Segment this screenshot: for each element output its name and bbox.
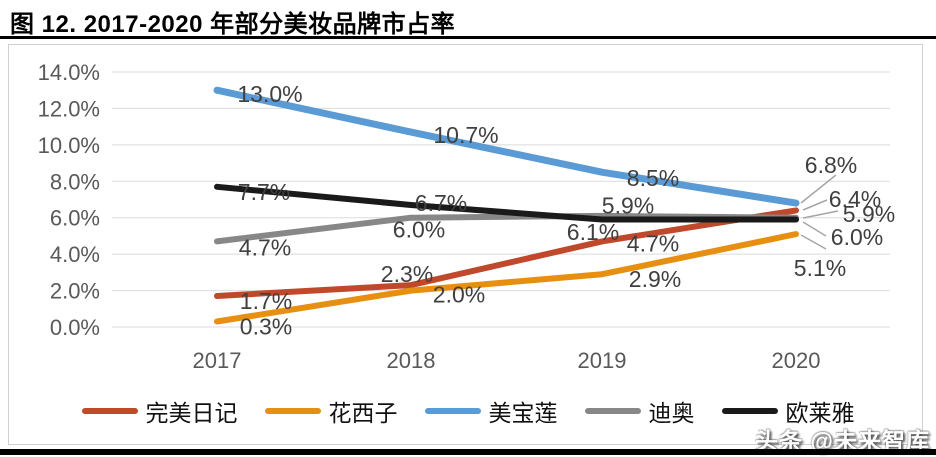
data-label: 6.8% — [805, 152, 857, 178]
data-label: 5.9% — [602, 193, 654, 219]
y-tick-label: 10.0% — [38, 133, 100, 158]
x-axis-label: 2018 — [387, 348, 436, 373]
data-label: 6.4% — [829, 186, 881, 212]
legend-item-2: 花西子 — [264, 394, 398, 428]
data-label: 10.7% — [433, 122, 498, 148]
data-label: 0.3% — [240, 314, 292, 340]
y-tick-label: 4.0% — [50, 242, 100, 267]
x-axis-label: 2020 — [772, 348, 821, 373]
data-label: 2.3% — [381, 261, 433, 287]
x-axis-label: 2019 — [578, 348, 627, 373]
data-label: 7.7% — [238, 179, 290, 205]
legend-swatch — [264, 408, 321, 414]
bottom-bar — [0, 449, 936, 455]
data-label: 4.7% — [239, 234, 291, 260]
data-label: 6.0% — [393, 217, 445, 243]
y-tick-label: 12.0% — [38, 96, 100, 121]
data-label: 2.0% — [433, 282, 485, 308]
label-leader-line — [800, 174, 837, 204]
data-label: 5.9% — [843, 201, 895, 227]
data-label: 6.7% — [415, 190, 467, 216]
chart-legend: 完美日记 花西子 美宝莲 迪奥 欧莱雅 — [0, 394, 936, 428]
y-tick-label: 14.0% — [38, 60, 100, 85]
legend-swatch — [721, 408, 778, 414]
label-leader-line — [802, 199, 828, 211]
data-label: 1.7% — [240, 288, 292, 314]
series-line-2 — [214, 231, 799, 325]
data-label: 8.5% — [627, 165, 679, 191]
legend-swatch — [81, 408, 138, 414]
data-label: 6.0% — [831, 224, 883, 250]
legend-swatch — [584, 408, 641, 414]
y-tick-label: 2.0% — [50, 279, 100, 304]
legend-item-3: 美宝莲 — [424, 394, 558, 428]
y-tick-label: 0.0% — [50, 315, 100, 340]
legend-label: 花西子 — [328, 401, 398, 426]
data-label: 2.9% — [629, 266, 681, 292]
series-line-5 — [214, 183, 799, 223]
y-tick-label: 8.0% — [50, 169, 100, 194]
chart-frame — [8, 44, 923, 445]
x-axis-label: 2017 — [193, 348, 242, 373]
legend-label: 迪奥 — [648, 401, 695, 426]
data-label: 6.1% — [567, 219, 619, 245]
series-line-3 — [213, 86, 800, 207]
data-label: 4.7% — [627, 230, 679, 256]
label-leader-line — [802, 210, 839, 219]
legend-item-4: 迪奥 — [584, 394, 695, 428]
legend-swatch — [424, 408, 481, 414]
legend-item-5: 欧莱雅 — [721, 394, 855, 428]
legend-label: 欧莱雅 — [785, 401, 855, 426]
data-label: 13.0% — [237, 81, 302, 107]
series-line-1 — [214, 207, 799, 299]
label-leader-line — [800, 234, 827, 250]
legend-label: 完美日记 — [145, 401, 238, 426]
title-rule — [0, 36, 936, 39]
label-leader-line — [802, 221, 827, 237]
legend-label: 美宝莲 — [488, 401, 558, 426]
data-label: 5.1% — [794, 255, 846, 281]
figure-title: 图 12. 2017-2020 年部分美妆品牌市占率 — [10, 11, 456, 38]
y-tick-label: 6.0% — [50, 206, 100, 231]
legend-item-1: 完美日记 — [81, 394, 238, 428]
